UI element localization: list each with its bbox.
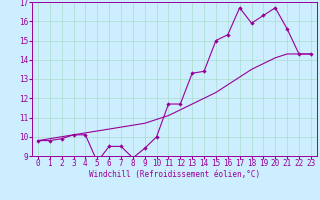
X-axis label: Windchill (Refroidissement éolien,°C): Windchill (Refroidissement éolien,°C) [89,170,260,179]
